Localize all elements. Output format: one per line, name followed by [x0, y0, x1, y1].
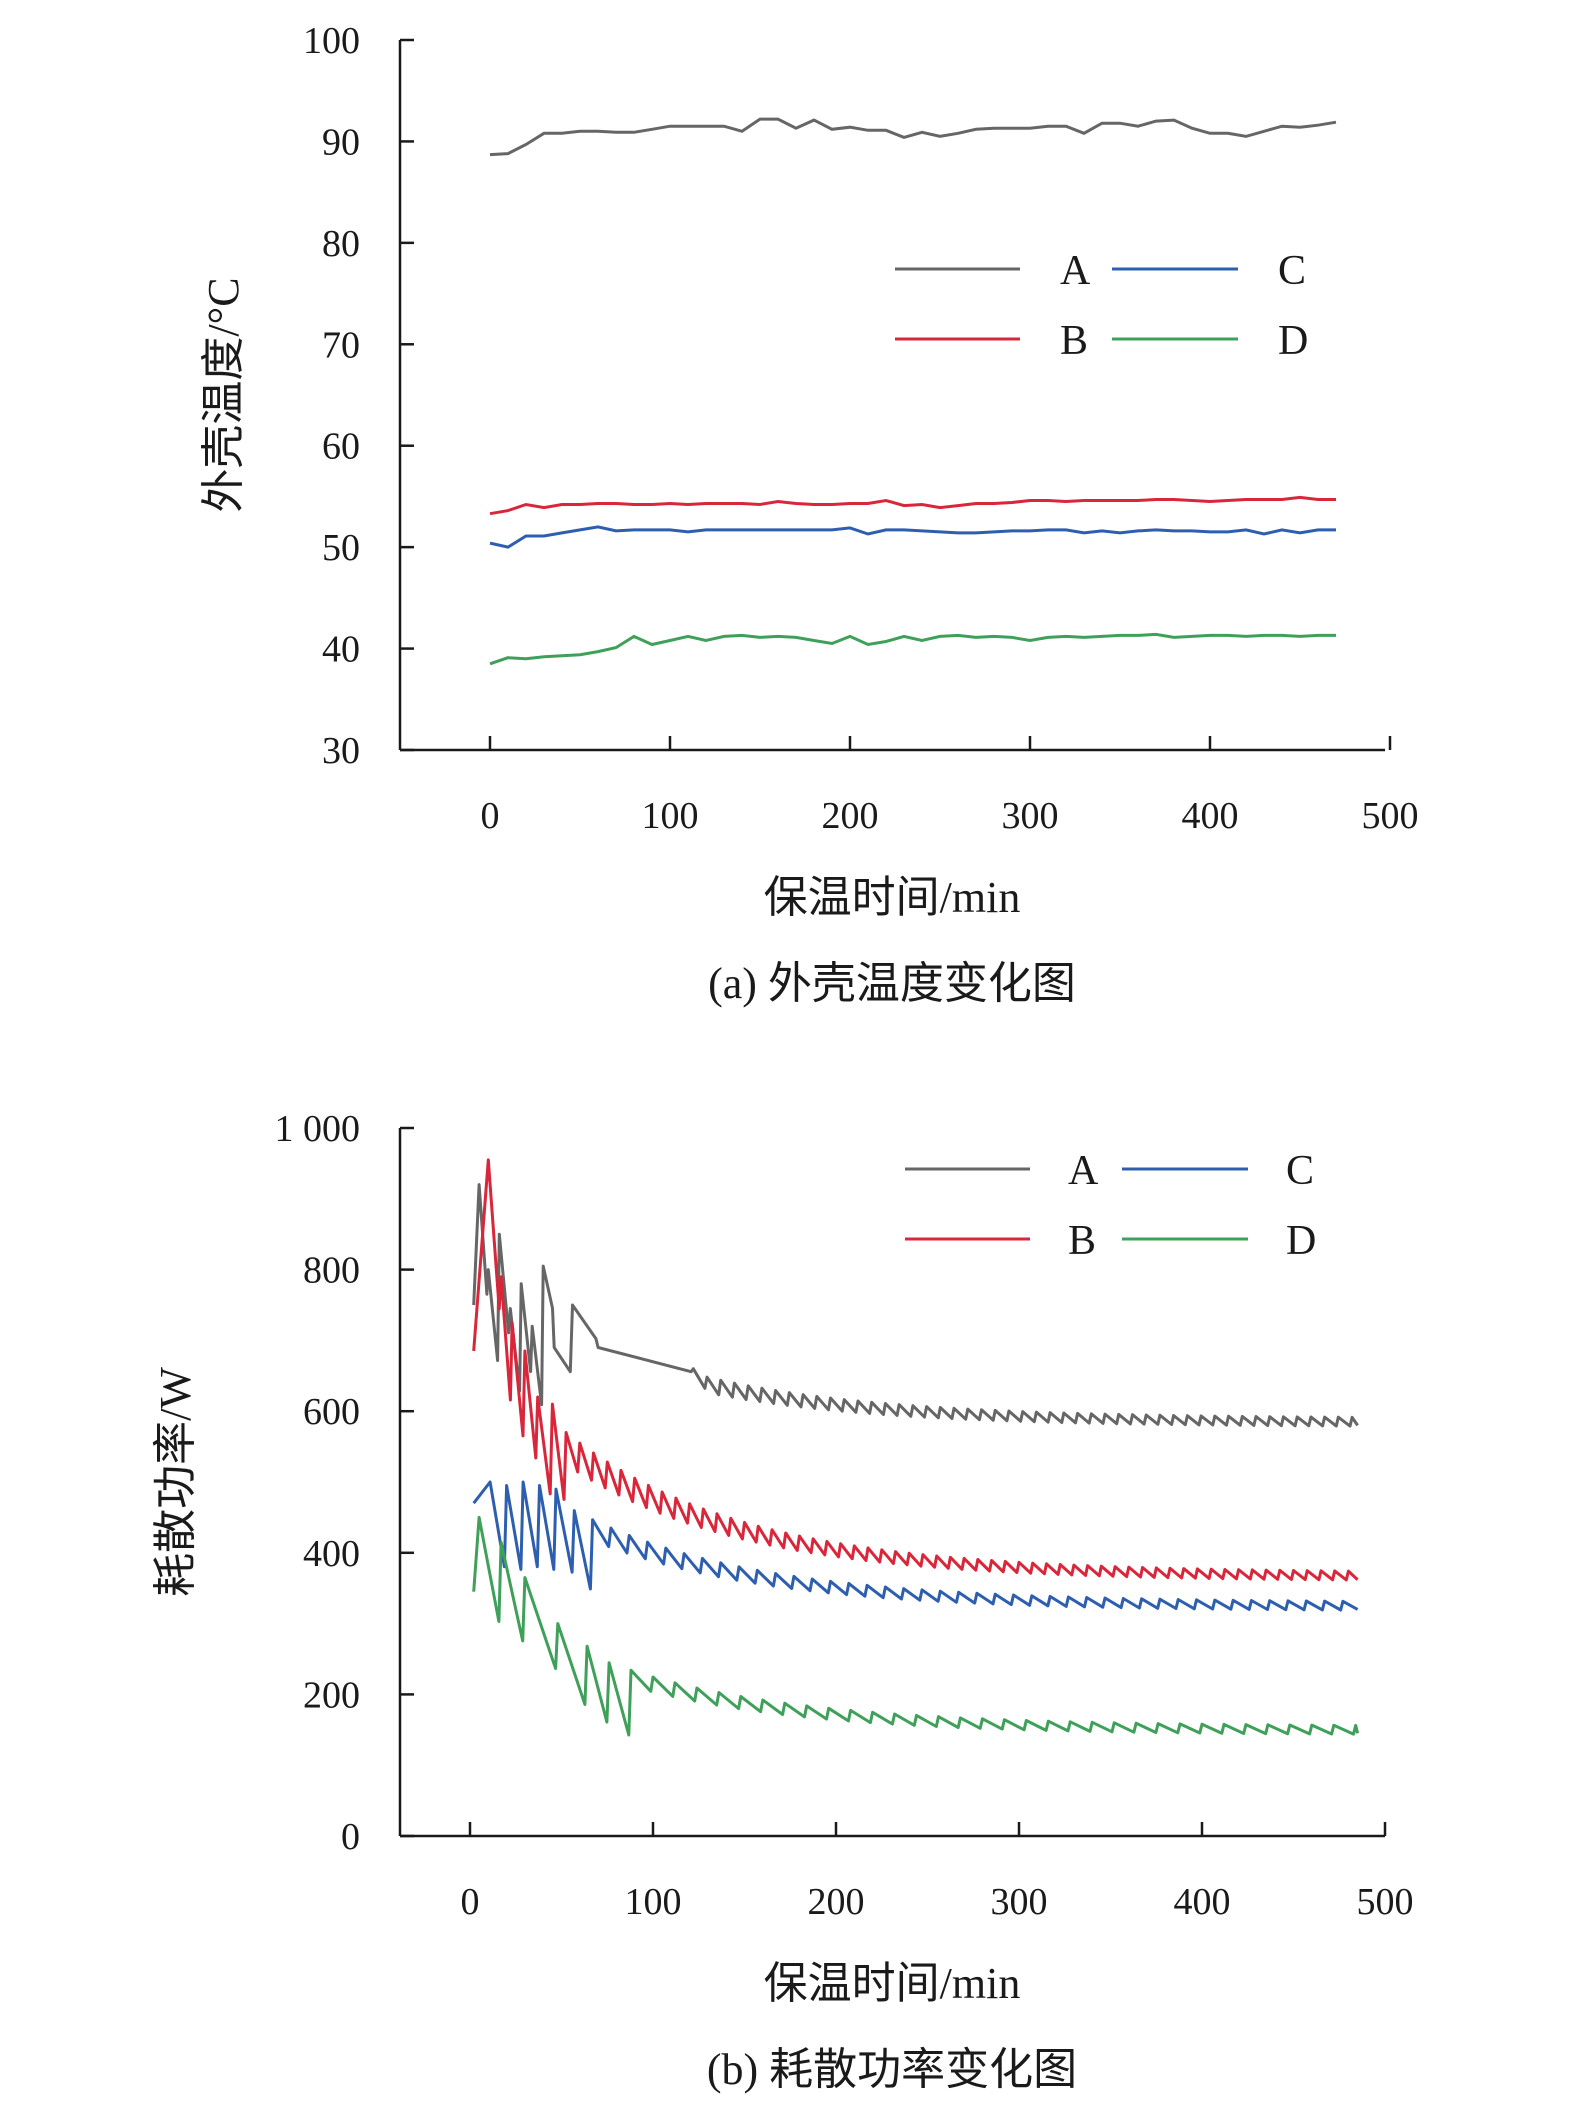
chart-b-legend: AB CD	[905, 1148, 1316, 1264]
chart-b-legend-label-D: D	[1286, 1218, 1316, 1264]
chart-b-legend-label-A: A	[1068, 1148, 1099, 1194]
chart-a-series-C	[489, 525, 1336, 549]
chart-a-series-B	[489, 495, 1336, 516]
chart-a-y-tick-label: 50	[322, 527, 360, 569]
chart-b-x-tick-label: 500	[1357, 1881, 1414, 1923]
chart-a-y-tick-label: 80	[322, 223, 360, 265]
chart-a-y-tick-label: 60	[322, 426, 360, 468]
chart-a-legend-label-D: D	[1278, 318, 1308, 364]
chart-a-x-tick-label: 300	[1002, 795, 1059, 837]
chart-a-series-D	[489, 632, 1336, 666]
chart-a-x-tick-label: 100	[642, 795, 699, 837]
chart-b-series-A	[472, 1183, 1359, 1428]
chart-a-x-tick-label: 500	[1362, 795, 1419, 837]
chart-a-legend: AB CD	[895, 248, 1308, 364]
chart-b-y-tick-label: 0	[341, 1816, 360, 1858]
chart-a-series-A	[489, 117, 1337, 157]
chart-b-x-tick-label: 0	[461, 1881, 480, 1923]
chart-b-power: 0 200 400 600 800 1 000 0 100 200 300 400 500 AB CD…	[151, 1108, 1414, 2094]
chart-a-y-tick-label: 70	[322, 324, 360, 366]
chart-b-y-tick-label: 600	[303, 1391, 360, 1433]
chart-b-y-label: 耗散功率/W	[151, 1367, 200, 1597]
chart-b-legend-label-C: C	[1286, 1148, 1314, 1194]
chart-b-x-label: 保温时间/min	[764, 1959, 1021, 2008]
chart-b-y-tick-label: 400	[303, 1533, 360, 1575]
chart-a-x-tick-label: 200	[822, 795, 879, 837]
chart-b-y-tick-label: 1 000	[275, 1108, 361, 1150]
chart-a-legend-label-A: A	[1060, 248, 1091, 294]
chart-b-caption: (b) 耗散功率变化图	[707, 2045, 1077, 2094]
chart-b-x-tick-label: 100	[625, 1881, 682, 1923]
chart-a-y-tick-label: 90	[322, 121, 360, 163]
chart-a-y-tick-label: 30	[322, 730, 360, 772]
chart-a-x-label: 保温时间/min	[764, 873, 1021, 922]
chart-b-x-tick-label: 400	[1174, 1881, 1231, 1923]
chart-b-y-tick-label: 200	[303, 1674, 360, 1716]
chart-a-x-tick-label: 0	[481, 795, 500, 837]
chart-b-series-C	[472, 1480, 1359, 1612]
chart-a-caption: (a) 外壳温度变化图	[708, 959, 1076, 1008]
chart-b-x-tick-label: 200	[808, 1881, 865, 1923]
chart-a-y-tick-label: 40	[322, 629, 360, 671]
chart-a-y-label: 外壳温度/°C	[199, 277, 248, 512]
chart-b-series-D	[472, 1515, 1360, 1737]
chart-a-legend-label-B: B	[1060, 318, 1088, 364]
chart-b-x-tick-label: 300	[991, 1881, 1048, 1923]
chart-b-legend-label-B: B	[1068, 1218, 1096, 1264]
chart-a-y-tick-label: 100	[303, 20, 360, 62]
chart-a-x-tick-label: 400	[1182, 795, 1239, 837]
chart-b-y-tick-label: 800	[303, 1250, 360, 1292]
chart-a-legend-label-C: C	[1278, 248, 1306, 294]
chart-b-series-B	[472, 1158, 1359, 1582]
